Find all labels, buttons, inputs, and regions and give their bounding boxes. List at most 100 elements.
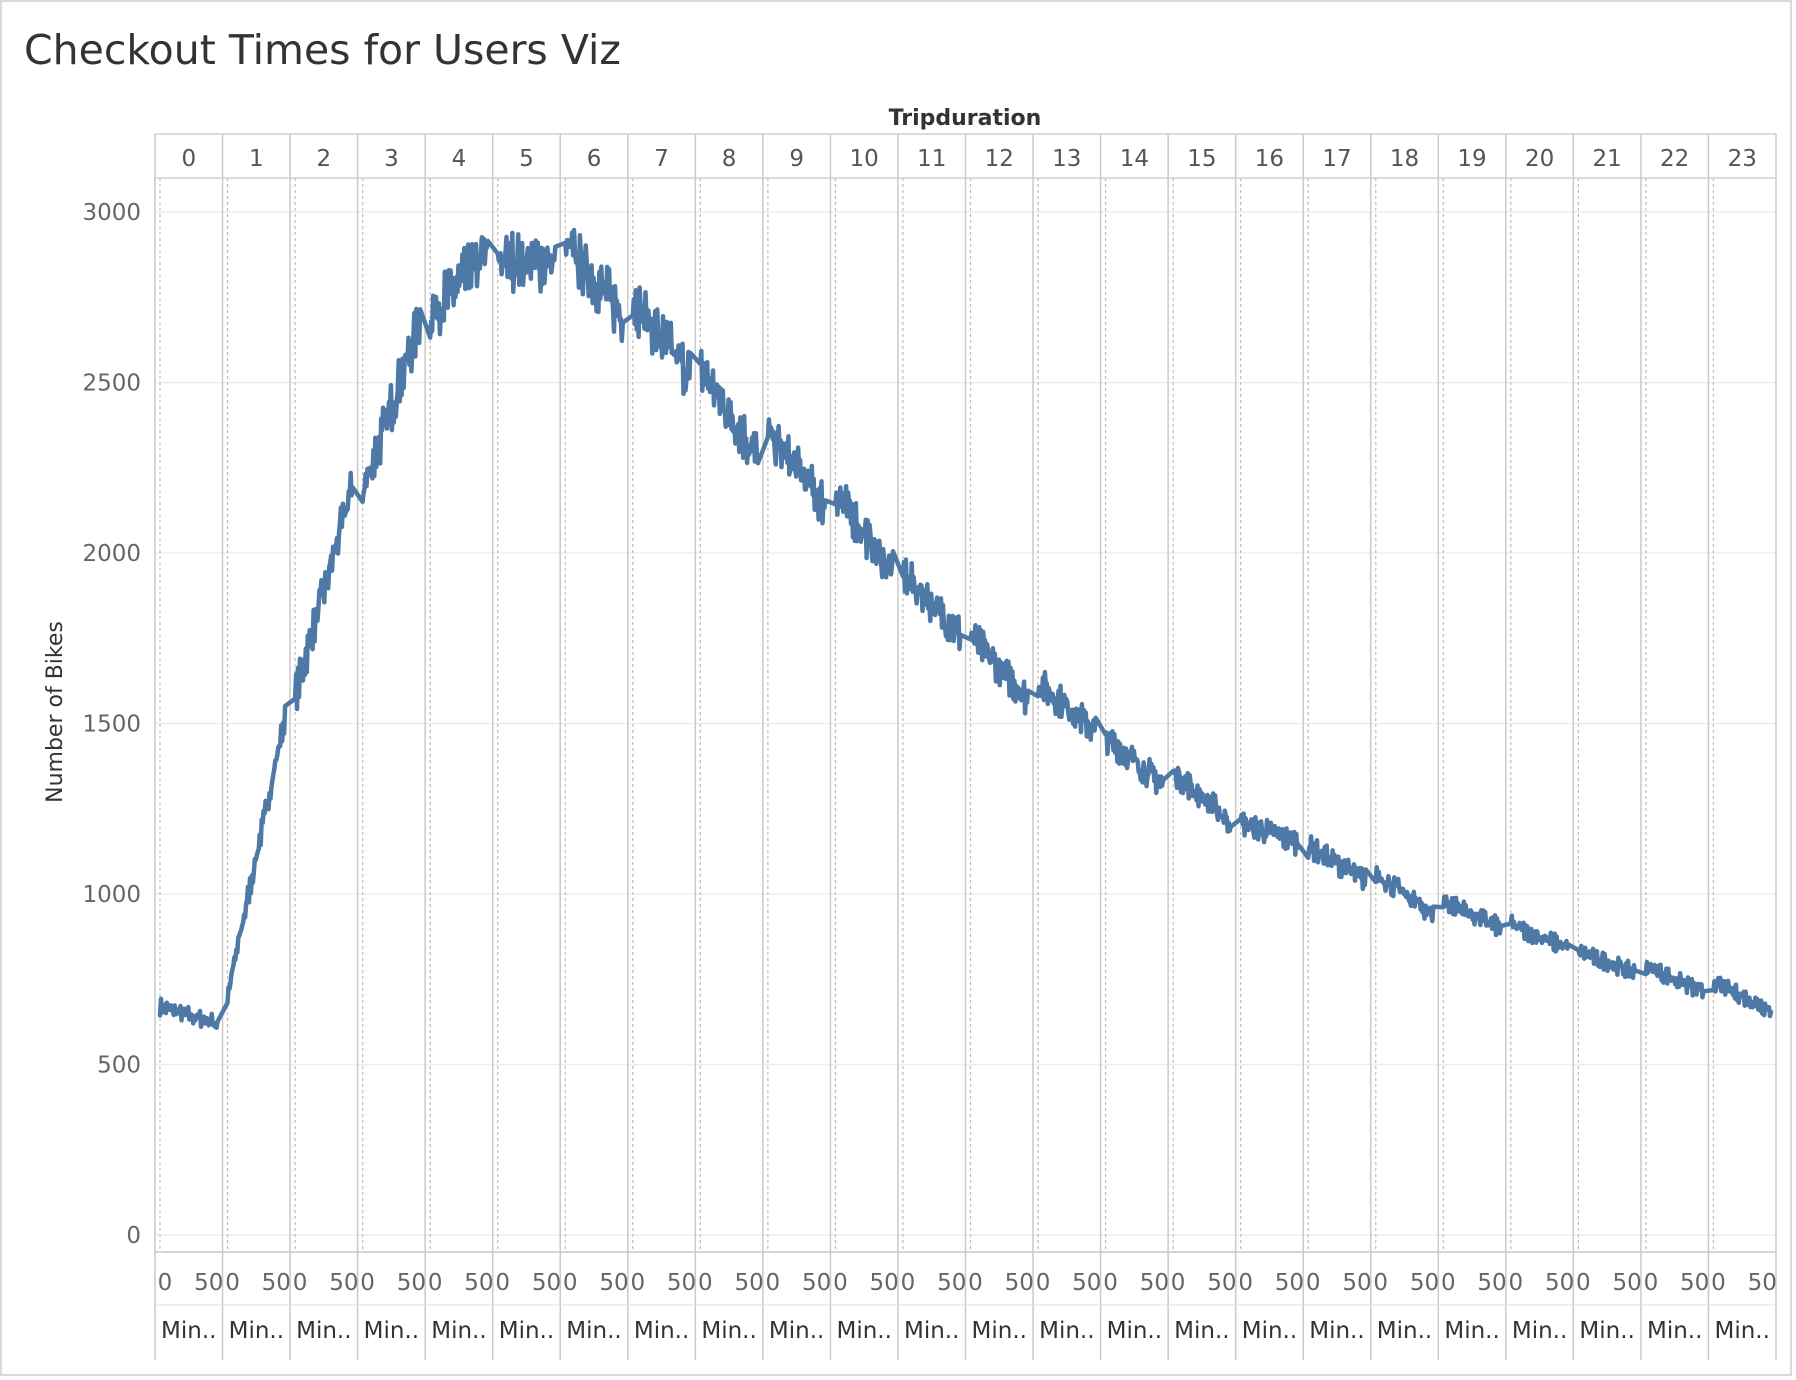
- x-axis-label: Min..: [1512, 1318, 1567, 1344]
- x-tick-label: 0: [360, 1270, 375, 1296]
- x-axis-label: Min..: [1377, 1318, 1432, 1344]
- x-tick-label: 0: [1441, 1270, 1456, 1296]
- x-axis-label: Min..: [1647, 1318, 1702, 1344]
- x-axis-label: Min..: [1309, 1318, 1364, 1344]
- x-tick-label: 0: [293, 1270, 308, 1296]
- panel-header-label: 17: [1322, 146, 1351, 172]
- x-tick-label: 0: [225, 1270, 240, 1296]
- x-axis-label: Min..: [229, 1318, 284, 1344]
- y-tick-label: 2500: [82, 371, 141, 397]
- x-tick-label: 50: [1680, 1270, 1709, 1296]
- panel-header-label: 5: [519, 146, 534, 172]
- x-tick-label: 0: [968, 1270, 983, 1296]
- x-tick-label: 50: [937, 1270, 966, 1296]
- panel-header-label: 6: [587, 146, 602, 172]
- x-tick-label: 50: [397, 1270, 426, 1296]
- panel-header-label: 2: [317, 146, 332, 172]
- x-tick-label: 0: [1576, 1270, 1591, 1296]
- y-tick-label: 3000: [82, 200, 141, 226]
- x-tick-label: 0: [1711, 1270, 1726, 1296]
- x-tick-label: 0: [1103, 1270, 1118, 1296]
- panel-header-label: 1: [249, 146, 264, 172]
- panel-header-label: 22: [1660, 146, 1689, 172]
- panel-header-label: 0: [181, 146, 196, 172]
- x-tick-label: 0: [1644, 1270, 1659, 1296]
- x-axis-label: Min..: [701, 1318, 756, 1344]
- x-axis-label: Min..: [296, 1318, 351, 1344]
- panel-header-label: 9: [789, 146, 804, 172]
- y-tick-label: 1000: [82, 882, 141, 908]
- x-axis-label: Min..: [1174, 1318, 1229, 1344]
- x-axis-label: Min..: [972, 1318, 1027, 1344]
- series-line: [157, 227, 1774, 1030]
- x-axis-label: Min..: [1242, 1318, 1297, 1344]
- panel-header-label: 7: [654, 146, 669, 172]
- x-axis-label: Min..: [904, 1318, 959, 1344]
- x-tick-label: 0: [158, 1270, 173, 1296]
- x-tick-label: 50: [667, 1270, 696, 1296]
- x-tick-label: 50: [1748, 1270, 1777, 1296]
- x-axis-label: Min..: [1444, 1318, 1499, 1344]
- x-axis-label: Min..: [634, 1318, 689, 1344]
- x-axis-label: Min..: [161, 1318, 216, 1344]
- panel-header-label: 14: [1120, 146, 1149, 172]
- x-tick-label: 0: [833, 1270, 848, 1296]
- x-tick-label: 50: [1477, 1270, 1506, 1296]
- x-axis-label: Min..: [1039, 1318, 1094, 1344]
- x-tick-label: 50: [734, 1270, 763, 1296]
- panel-header-label: 21: [1593, 146, 1622, 172]
- x-tick-label: 50: [464, 1270, 493, 1296]
- x-tick-label: 50: [599, 1270, 628, 1296]
- x-tick-label: 0: [1373, 1270, 1388, 1296]
- x-tick-label: 50: [1140, 1270, 1169, 1296]
- x-tick-label: 50: [1072, 1270, 1101, 1296]
- page-title: Checkout Times for Users Viz: [24, 26, 621, 74]
- x-tick-label: 50: [1612, 1270, 1641, 1296]
- x-axis-label: Min..: [1579, 1318, 1634, 1344]
- x-axis-label: Min..: [1715, 1318, 1770, 1344]
- panel-header-label: 4: [452, 146, 467, 172]
- x-tick-label: 50: [532, 1270, 561, 1296]
- x-axis-label: Min..: [566, 1318, 621, 1344]
- x-axis-label: Min..: [499, 1318, 554, 1344]
- x-tick-label: 50: [1005, 1270, 1034, 1296]
- panel-header-label: 23: [1728, 146, 1757, 172]
- panel-header-label: 11: [917, 146, 946, 172]
- y-axis: Number of Bikes 0 500 1000 1500 2000 2500 3000: [43, 200, 141, 1249]
- panel-header-label: 13: [1052, 146, 1081, 172]
- panel-dividers: [154, 134, 1777, 1360]
- panel-header-label: 19: [1457, 146, 1486, 172]
- x-tick-label: 0: [495, 1270, 510, 1296]
- x-tick-label: 50: [1410, 1270, 1439, 1296]
- column-headers: Tripduration 0 1 2 3 4 5 6 7 8 9 10 11 12 13 14 15 16 17 1…: [155, 106, 1776, 179]
- panel-header-label: 18: [1390, 146, 1419, 172]
- y-tick-label: 0: [126, 1223, 141, 1249]
- y-axis-label: Number of Bikes: [43, 621, 68, 803]
- x-tick-label: 50: [870, 1270, 899, 1296]
- x-tick-label: 50: [1207, 1270, 1236, 1296]
- x-tick-label: 0: [1171, 1270, 1186, 1296]
- x-axis-label: Min..: [1107, 1318, 1162, 1344]
- panel-header-label: 10: [850, 146, 879, 172]
- x-tick-label: 0: [698, 1270, 713, 1296]
- x-axis-label: Min..: [836, 1318, 891, 1344]
- y-tick-label: 500: [97, 1052, 141, 1078]
- x-axis-label: Min..: [769, 1318, 824, 1344]
- x-tick-label: 0: [1509, 1270, 1524, 1296]
- series-lines: [157, 227, 1774, 1030]
- y-tick-label: 1500: [82, 712, 141, 738]
- x-tick-label: 0: [901, 1270, 916, 1296]
- column-header-title: Tripduration: [889, 106, 1042, 131]
- x-axis-label: Min..: [431, 1318, 486, 1344]
- x-tick-label: 0: [428, 1270, 443, 1296]
- panel-header-label: 8: [722, 146, 737, 172]
- panel-header-label: 12: [985, 146, 1014, 172]
- x-axis-label: Min..: [364, 1318, 419, 1344]
- x-tick-label: 50: [802, 1270, 831, 1296]
- x-tick-label: 50: [1545, 1270, 1574, 1296]
- panel-header-label: 20: [1525, 146, 1554, 172]
- x-tick-label: 0: [1306, 1270, 1321, 1296]
